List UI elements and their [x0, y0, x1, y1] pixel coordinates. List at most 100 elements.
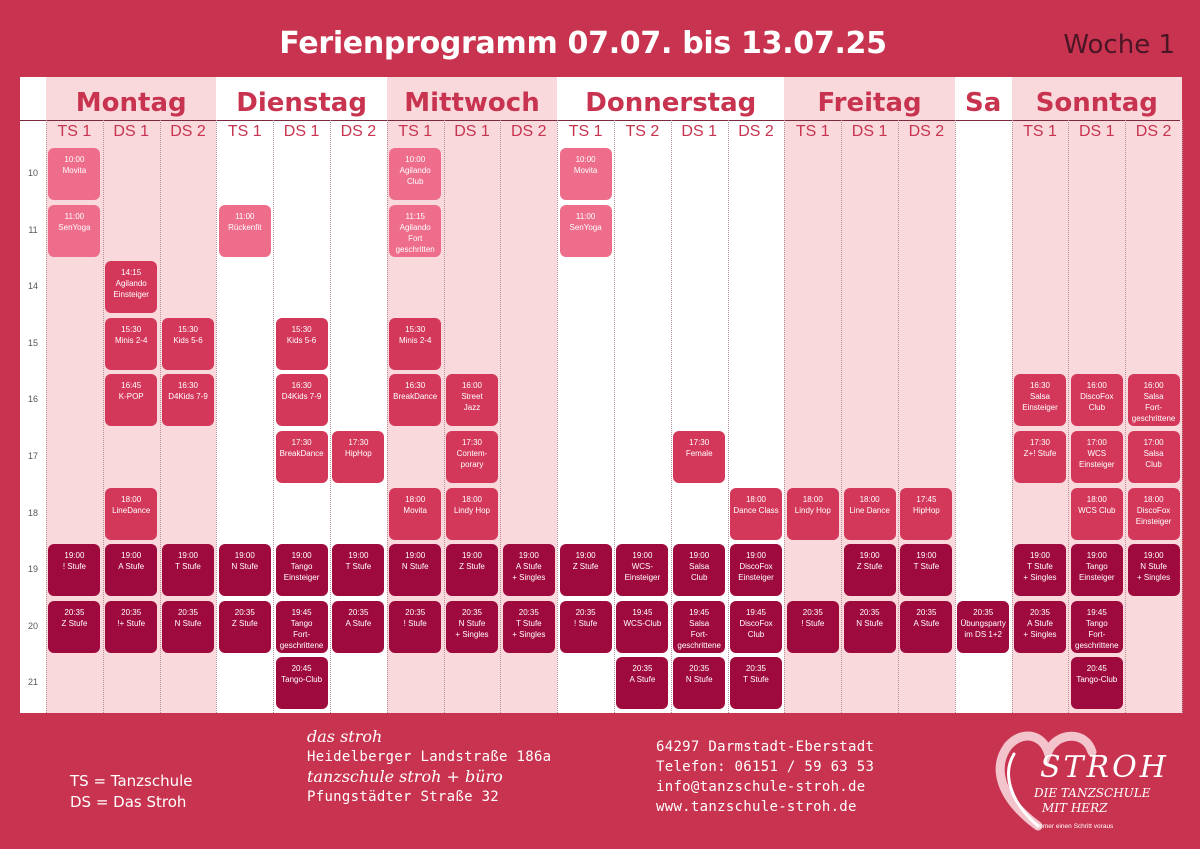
event-card[interactable]: 18:00 Line Dance — [843, 487, 896, 540]
event-card[interactable]: 16:00 DiscoFox Club — [1070, 374, 1123, 427]
event-card[interactable]: 19:00 N Stufe + Singles — [1127, 544, 1180, 597]
event-card[interactable]: 15:30 Kids 5-6 — [275, 317, 328, 370]
event-card[interactable]: 16:00 Street Jazz — [446, 374, 498, 427]
event-card[interactable]: 19:00 T Stufe — [162, 544, 214, 597]
event-card[interactable]: 19:45 DiscoFox Club — [730, 600, 782, 653]
event-title: Line Dance — [849, 505, 890, 515]
event-card[interactable]: 16:45 K-POP — [105, 374, 158, 427]
event-title: A Stufe — [118, 562, 145, 572]
event-time: 16:45 — [121, 381, 142, 391]
event-card[interactable]: 18:00 WCS Club — [1070, 487, 1123, 540]
event-card[interactable]: 20:35 !+ Stufe — [105, 600, 158, 653]
event-card[interactable]: 10:00 Movita — [48, 148, 101, 200]
event-card[interactable]: 20:45 Tango-Club — [275, 657, 328, 710]
event-card[interactable]: 19:00 Z Stufe — [843, 544, 896, 597]
event-card[interactable]: 14:15 Agilando Einsteiger — [105, 261, 158, 314]
event-card[interactable]: 17:30 Z+! Stufe — [1014, 431, 1066, 483]
contact-email[interactable]: info@tanzschule-stroh.de — [656, 779, 866, 795]
event-card[interactable]: 18:00 Lindy Hop — [786, 487, 839, 540]
event-time: 17:45 — [916, 494, 937, 504]
hour-label: 19 — [27, 564, 38, 575]
event-title: Einsteiger — [1022, 403, 1058, 413]
event-card[interactable]: 20:35 T Stufe + Singles — [502, 600, 555, 653]
event-card[interactable]: 10:00 Movita — [559, 148, 612, 200]
event-time: 10:00 — [64, 155, 85, 164]
event-card[interactable]: 20:35 N Stufe — [162, 600, 214, 653]
event-card[interactable]: 19:00 Z Stufe — [446, 544, 498, 597]
event-title: Salsa — [689, 618, 710, 628]
event-card[interactable]: 19:00 T Stufe — [332, 544, 385, 597]
event-card[interactable]: 16:30 BreakDance — [389, 374, 442, 427]
event-card[interactable]: 19:00 N Stufe — [218, 544, 271, 597]
event-card[interactable]: 11:00 SenYoga — [48, 204, 101, 257]
event-card[interactable]: 19:00! Stufe — [48, 544, 101, 597]
event-card[interactable]: 19:00 Salsa Club — [673, 544, 726, 597]
event-card[interactable]: 18:00 Lindy Hop — [446, 487, 498, 540]
event-card[interactable]: 16:30 D4Kids 7-9 — [275, 374, 328, 427]
event-time: 20:35 — [916, 607, 937, 617]
contact-web[interactable]: www.tanzschule-stroh.de — [656, 799, 857, 815]
event-card[interactable]: 17:30 HipHop — [332, 431, 385, 483]
event-card[interactable]: 20:35 A Stufe — [616, 657, 669, 710]
event-card[interactable]: 17:45 HipHop — [900, 487, 953, 540]
event-card[interactable]: 19:00 WCS- Einsteiger — [616, 544, 669, 597]
event-card[interactable]: 19:45 Salsa Fort-geschrittene — [673, 600, 726, 653]
event-card[interactable]: 15:30 Minis 2-4 — [389, 317, 442, 370]
event-title: HipHop — [913, 505, 940, 515]
event-card[interactable]: 20:35 T Stufe — [730, 657, 782, 710]
event-title: + Singles — [512, 573, 546, 583]
event-card[interactable]: 20:35! Stufe — [559, 600, 612, 653]
event-card[interactable]: 20:35 N Stufe — [673, 657, 726, 710]
event-card[interactable]: 20:35! Stufe — [389, 600, 442, 653]
event-card[interactable]: 19:00 Z Stufe — [559, 544, 612, 597]
event-card[interactable]: 15:30 Minis 2-4 — [105, 317, 158, 370]
event-card[interactable]: 20:45 Tango-Club — [1070, 657, 1123, 710]
event-card[interactable]: 20:35 Z Stufe — [48, 600, 101, 653]
event-card[interactable]: 18:00 Movita — [389, 487, 442, 540]
event-card[interactable]: 20:35 N Stufe + Singles — [446, 600, 498, 653]
event-title: !+ Stufe — [117, 618, 146, 628]
event-title: A Stufe — [629, 675, 656, 685]
event-card[interactable]: 16:30 Salsa Einsteiger — [1014, 374, 1066, 427]
event-card[interactable]: 18:00 DiscoFox Einsteiger — [1127, 487, 1180, 540]
event-card[interactable]: 20:35! Stufe — [786, 600, 839, 653]
event-title: Salsa — [1143, 392, 1164, 402]
event-card[interactable]: 11:00 SenYoga — [559, 204, 612, 257]
event-card[interactable]: 17:00 WCS Einsteiger — [1070, 431, 1123, 483]
event-card[interactable]: 16:30 D4Kids 7-9 — [162, 374, 214, 427]
event-card[interactable]: 20:35 A Stufe + Singles — [1014, 600, 1066, 653]
event-card[interactable]: 19:45 WCS-Club — [616, 600, 669, 653]
event-card[interactable]: 15:30 Kids 5-6 — [162, 317, 214, 370]
day-header: Sa — [965, 88, 1002, 118]
event-card[interactable]: 17:00 Salsa Club — [1127, 431, 1180, 483]
event-time: 18:00 — [802, 494, 823, 504]
venue-tanzschule: tanzschule stroh + büro — [307, 767, 503, 786]
event-card[interactable]: 19:00 Tango Einsteiger — [275, 544, 328, 597]
event-card[interactable]: 19:00 DiscoFox Einsteiger — [730, 544, 782, 597]
event-card[interactable]: 19:45 Tango Fort-geschrittene — [275, 600, 328, 653]
event-card[interactable]: 11:15 Agilando Fort geschritten — [389, 204, 442, 257]
event-time: 19:00 — [745, 551, 767, 561]
event-card[interactable]: 19:00 T Stufe — [900, 544, 953, 597]
event-card[interactable]: 20:35 A Stufe — [900, 600, 953, 653]
event-card[interactable]: 17:30 Female — [673, 431, 726, 483]
event-card[interactable]: 16:00 Salsa Fort-geschrittene — [1127, 374, 1180, 427]
event-card[interactable]: 19:00 T Stufe + Singles — [1014, 544, 1066, 597]
event-card[interactable]: 19:00 Tango Einsteiger — [1070, 544, 1123, 597]
event-card[interactable]: 19:45 Tango Fort-geschrittene — [1070, 600, 1123, 653]
event-card[interactable]: 19:00 A Stufe + Singles — [502, 544, 555, 597]
event-card[interactable]: 17:30 Contem-porary — [446, 431, 498, 483]
event-card[interactable]: 20:35 Z Stufe — [218, 600, 271, 653]
event-card[interactable]: 20:35 N Stufe — [843, 600, 896, 653]
event-card[interactable]: 19:00 A Stufe — [105, 544, 158, 597]
event-card[interactable]: 18:00 Dance Class — [730, 487, 782, 540]
event-card[interactable]: 17:30 BreakDance — [275, 431, 328, 483]
event-card[interactable]: 11:00 Rückenfit — [218, 204, 271, 257]
event-card[interactable]: 10:00 Agilando Club — [389, 148, 442, 200]
event-card[interactable]: 20:35 A Stufe — [332, 600, 385, 653]
event-time: 11:00 — [235, 211, 255, 221]
event-card[interactable]: 20:35 Übungsparty im DS 1+2 — [957, 600, 1010, 653]
event-card[interactable]: 19:00 N Stufe — [389, 544, 442, 597]
event-card[interactable]: 18:00 LineDance — [105, 487, 158, 540]
day-header: Donnerstag — [585, 88, 757, 118]
